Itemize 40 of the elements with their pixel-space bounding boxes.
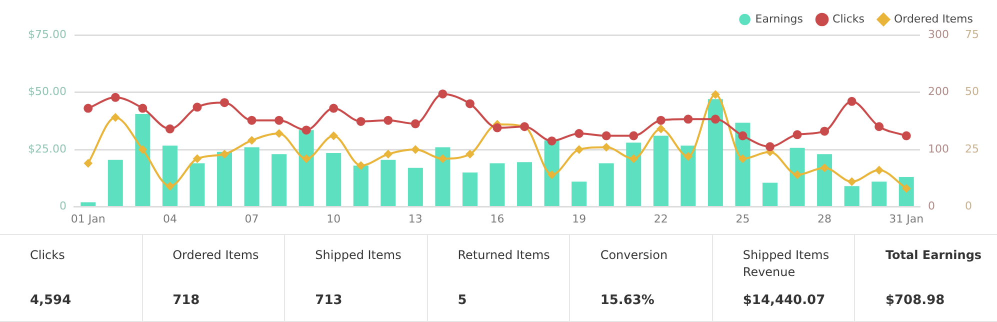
y2-tick-label: 300 bbox=[928, 28, 950, 41]
text: 718 bbox=[172, 293, 200, 308]
category-label: Ordered Items bbox=[172, 247, 260, 264]
y3-tick-label: 25 bbox=[965, 142, 980, 156]
y3-tick-label: 0 bbox=[965, 200, 972, 213]
text: 15.63% bbox=[600, 293, 654, 308]
x-tick-label: 28 bbox=[818, 212, 832, 226]
x-tick-label: 04 bbox=[162, 212, 177, 226]
y3-tick-label: 75 bbox=[965, 28, 980, 41]
text: 5 bbox=[458, 293, 467, 308]
y2-tick-label: 200 bbox=[928, 85, 950, 98]
x-tick-label: 16 bbox=[490, 212, 504, 226]
x-tick-label: 10 bbox=[326, 212, 341, 226]
y-tick-label: $50.00 bbox=[28, 85, 66, 98]
x-tick-label: 25 bbox=[736, 212, 750, 226]
legend-label: Ordered Items bbox=[894, 12, 974, 26]
x-tick-label: 01 Jan bbox=[70, 212, 106, 226]
y-tick-label: $75.00 bbox=[28, 28, 66, 41]
category-label: Total Earnings bbox=[885, 247, 983, 264]
y-tick-label: 0 bbox=[59, 200, 66, 213]
legend-label: Earnings bbox=[755, 12, 804, 26]
text: 4,594 bbox=[30, 293, 72, 308]
category-label: Clicks bbox=[30, 247, 66, 264]
category-label: Returned Items bbox=[458, 247, 551, 264]
x-tick-label: 31 Jan bbox=[889, 212, 924, 226]
y-tick-label: $25.00 bbox=[28, 142, 66, 156]
text: $14,440.07 bbox=[742, 293, 826, 308]
category-label: Conversion bbox=[600, 247, 669, 264]
category-label: Shipped Items bbox=[315, 247, 402, 264]
category-label: Shipped Items Revenue bbox=[742, 247, 830, 281]
text: $708.98 bbox=[885, 293, 945, 308]
x-tick-label: 19 bbox=[572, 212, 586, 226]
x-tick-label: 07 bbox=[244, 212, 259, 226]
y2-tick-label: 100 bbox=[928, 142, 950, 156]
x-tick-label: 22 bbox=[654, 212, 668, 226]
legend-label: Clicks bbox=[832, 12, 865, 26]
text: 713 bbox=[315, 293, 342, 308]
y2-tick-label: 0 bbox=[928, 200, 936, 213]
x-tick-label: 13 bbox=[408, 212, 422, 226]
y3-tick-label: 50 bbox=[965, 85, 980, 98]
